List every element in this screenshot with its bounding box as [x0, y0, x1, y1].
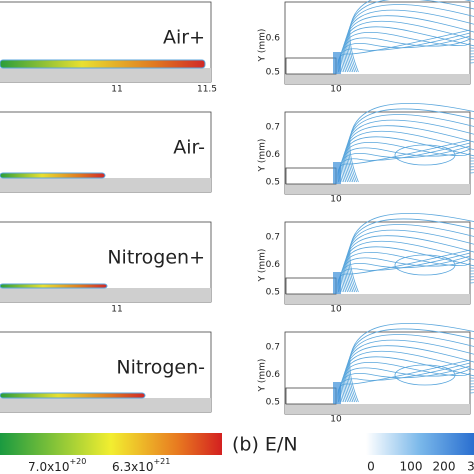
- electrode: [285, 387, 337, 405]
- y-tick-label: 0.6: [266, 34, 281, 44]
- colorbar-tick-label: 0: [367, 460, 375, 474]
- field-peak: [333, 272, 341, 294]
- streamline: [340, 367, 471, 403]
- streamline: [349, 0, 474, 73]
- jet: [0, 172, 106, 179]
- colorbar-tick-label: 100: [400, 460, 423, 474]
- panel-label: (b) E/N: [232, 434, 298, 456]
- colorbar-tick-label: 3: [467, 460, 474, 474]
- streamline: [349, 103, 474, 183]
- jet: [0, 283, 108, 289]
- panels: Air+ 11 11.5 Air- Nitrogen+ 11 Nitrogen- Y (mm)…: [0, 0, 474, 425]
- y-tick-label: 0.6: [266, 260, 281, 270]
- streamline: [341, 32, 471, 73]
- field-peak: [333, 382, 341, 404]
- x-tick-label: 10: [330, 195, 342, 205]
- y-tick-label: 0.5: [266, 288, 280, 298]
- colorbar-right: [366, 433, 474, 455]
- tick-exponent: +21: [153, 457, 170, 466]
- y-tick-label: 0.7: [266, 123, 280, 133]
- x-tick-label: 10: [330, 415, 342, 425]
- streamline: [349, 323, 474, 403]
- x-tick-label: 11.5: [197, 85, 217, 95]
- y-axis-label: Y (mm): [258, 249, 268, 283]
- x-tick-label: 10: [330, 85, 342, 95]
- electrode: [285, 167, 337, 185]
- vortex: [394, 254, 456, 276]
- y-tick-label: 0.7: [266, 233, 280, 243]
- colorbar-tick-label: 200: [433, 460, 456, 474]
- panel-title: Nitrogen-: [116, 357, 205, 379]
- colorbar-tick-label: 7.0x10+20: [28, 457, 86, 474]
- colorbar-tick-label: 6.3x10+21: [112, 457, 170, 474]
- substrate: [0, 398, 211, 412]
- panel-title: Air-: [173, 137, 205, 159]
- streamline: [340, 147, 471, 183]
- substrate: [285, 184, 470, 194]
- streamline: [340, 257, 471, 293]
- panel-title: Nitrogen+: [107, 247, 205, 269]
- panel-title: Air+: [163, 27, 205, 49]
- colorbar-left: [0, 433, 222, 455]
- streamline: [340, 37, 471, 73]
- y-axis-label: Y (mm): [258, 359, 268, 393]
- x-tick-label: 11: [111, 85, 122, 95]
- vortex: [394, 144, 456, 166]
- electrode: [285, 277, 337, 295]
- substrate: [0, 178, 211, 192]
- substrate: [285, 294, 470, 304]
- substrate: [0, 68, 211, 82]
- x-tick-label: 11: [111, 305, 122, 315]
- substrate: [285, 404, 470, 414]
- streamline: [341, 362, 471, 403]
- y-tick-label: 0.5: [266, 398, 280, 408]
- y-axis-label: Y (mm): [258, 29, 268, 63]
- substrate: [285, 74, 470, 84]
- y-axis-label: Y (mm): [258, 139, 268, 173]
- streamline: [343, 246, 474, 293]
- field-peak: [333, 52, 341, 74]
- tick-base: 7.0x10: [28, 460, 69, 474]
- tick-exponent: +20: [69, 457, 86, 466]
- vortex: [394, 364, 456, 386]
- y-tick-label: 0.5: [266, 178, 280, 188]
- y-tick-label: 0.6: [266, 370, 281, 380]
- jet: [0, 59, 206, 69]
- streamline: [343, 26, 474, 73]
- jet: [0, 392, 146, 399]
- streamline: [343, 356, 474, 403]
- electrode: [285, 57, 337, 75]
- streamline: [341, 252, 471, 293]
- streamline: [349, 213, 474, 293]
- y-tick-label: 0.6: [266, 150, 281, 160]
- y-tick-label: 0.7: [266, 343, 280, 353]
- tick-base: 6.3x10: [112, 460, 153, 474]
- x-tick-label: 10: [330, 305, 342, 315]
- y-tick-label: 0.5: [266, 68, 280, 78]
- substrate: [0, 288, 211, 302]
- field-peak: [333, 162, 341, 184]
- streamline: [343, 136, 474, 183]
- streamline: [341, 142, 471, 183]
